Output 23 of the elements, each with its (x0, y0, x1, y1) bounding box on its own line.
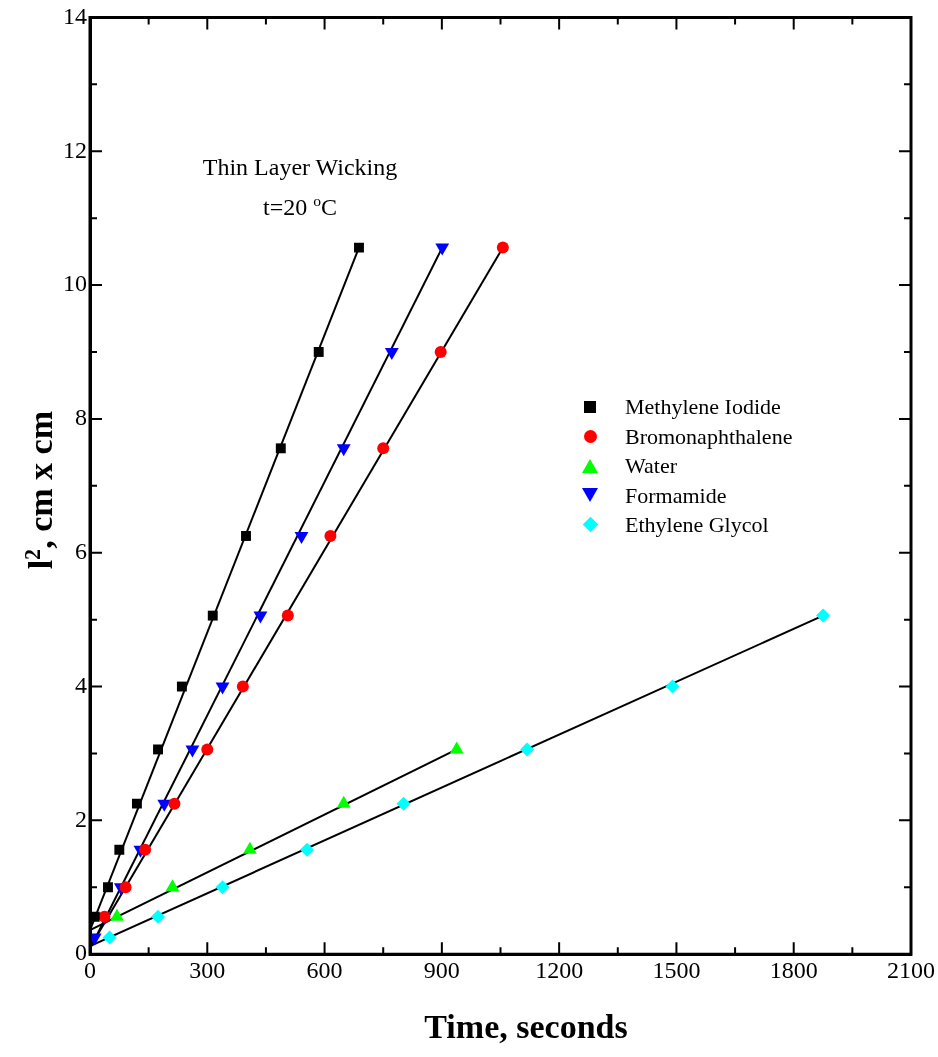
annotation: Thin Layer Wicking (201, 153, 399, 182)
y-tick-label: 2 (75, 805, 87, 832)
x-axis-title: Time, seconds (423, 1008, 629, 1046)
y-tick-label: 4 (75, 671, 87, 698)
annotation: t=20 $^{o}$C (262, 191, 338, 222)
x-tick-label: 300 (189, 956, 226, 983)
x-tick-label: 1200 (535, 956, 584, 983)
legend-label: Methylene Iodide (625, 393, 781, 421)
x-tick-label: 600 (306, 956, 343, 983)
legend-label: Formamide (625, 481, 727, 510)
y-tick-label: 8 (75, 404, 87, 431)
y-tick-label: 6 (75, 538, 87, 565)
x-tick-label: 2100 (887, 956, 935, 983)
legend-label: Bromonaphthalene (625, 422, 793, 451)
legend-label: Ethylene Glycol (625, 511, 769, 539)
y-tick-label: 14 (63, 2, 87, 29)
y-tick-label: 12 (63, 136, 87, 163)
x-tick-label: 1500 (652, 956, 701, 983)
legend-label: Water (625, 452, 677, 480)
x-tick-label: 900 (423, 956, 460, 983)
y-tick-label: 10 (63, 270, 87, 297)
y-tick-label: 0 (75, 939, 87, 966)
x-tick-label: 1800 (769, 956, 818, 983)
